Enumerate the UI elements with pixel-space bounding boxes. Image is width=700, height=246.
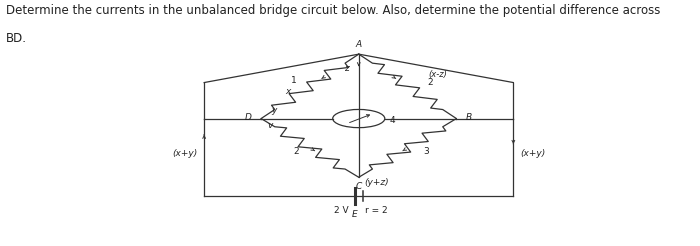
Text: v: v (267, 121, 273, 130)
Text: BD.: BD. (6, 32, 27, 45)
Text: E: E (352, 210, 358, 219)
Text: (y+z): (y+z) (364, 178, 388, 187)
Text: D: D (244, 113, 251, 122)
Text: (x+y): (x+y) (520, 149, 545, 158)
Text: Determine the currents in the unbalanced bridge circuit below. Also, determine t: Determine the currents in the unbalanced… (6, 4, 660, 17)
Text: A: A (356, 40, 362, 49)
Text: C: C (356, 182, 362, 191)
Text: 4: 4 (389, 116, 395, 124)
Text: x: x (286, 87, 291, 96)
Text: y: y (271, 106, 277, 115)
Text: 2: 2 (428, 78, 433, 87)
Text: 3: 3 (424, 147, 429, 156)
Text: r = 2: r = 2 (365, 206, 387, 215)
Text: z: z (344, 64, 349, 73)
Text: (x-z): (x-z) (428, 70, 447, 79)
Text: 2: 2 (293, 147, 299, 156)
Text: 1: 1 (290, 76, 297, 85)
Text: (x+y): (x+y) (172, 149, 197, 158)
Text: B: B (466, 113, 473, 122)
Text: 2 V: 2 V (334, 206, 349, 215)
